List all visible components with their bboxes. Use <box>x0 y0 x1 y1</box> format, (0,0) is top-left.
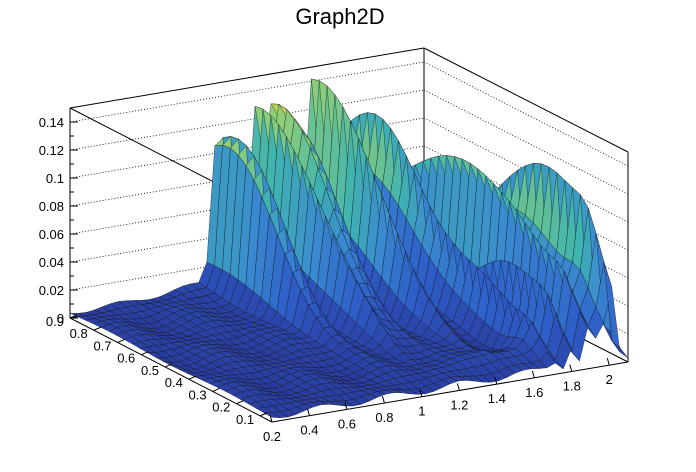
z-gridline <box>423 61 629 167</box>
x-tick-mark <box>269 414 273 423</box>
z-tick-label: 0.06 <box>39 227 64 242</box>
y-tick-label: 0.6 <box>117 351 135 366</box>
frame-edge <box>423 47 629 153</box>
surface-cell <box>611 341 629 359</box>
plot-front-frame <box>69 317 629 423</box>
z-tick-label: 0.08 <box>39 199 64 214</box>
surface-mesh <box>69 78 629 419</box>
y-tick-mark <box>259 412 268 417</box>
z-axis: 0 0.02 0.04 0.06 0.08 0.1 0.12 0.14 <box>39 115 78 326</box>
y-tick-label: 0.9 <box>46 314 64 329</box>
x-tick-mark <box>456 383 460 391</box>
y-tick-label: 0.3 <box>189 387 207 402</box>
z-gridline <box>423 89 629 195</box>
y-tick-mark <box>117 339 125 343</box>
x-tick-label: 0.2 <box>263 429 281 444</box>
z-tick-label: 0.04 <box>39 255 64 270</box>
x-tick-mark <box>419 389 423 397</box>
x-tick-label: 0.6 <box>338 416 356 431</box>
x-tick-mark <box>494 376 498 385</box>
chart-title: Graph2D <box>295 4 384 29</box>
y-tick-mark <box>188 375 197 380</box>
x-tick-mark <box>606 358 610 366</box>
frame-edge <box>69 47 425 109</box>
frame-edge <box>271 361 629 423</box>
z-tick-label: 0.14 <box>39 115 64 130</box>
y-tick-mark <box>236 400 244 405</box>
z-tick-label: 0 <box>57 311 64 326</box>
y-tick-label: 0.1 <box>236 412 254 427</box>
y-tick-label: 0.7 <box>93 338 111 353</box>
x-tick-label: 0.4 <box>300 423 318 438</box>
z-gridline <box>69 61 425 123</box>
x-tick-label: 2 <box>606 372 613 387</box>
x-tick-label: 1.6 <box>525 385 543 400</box>
x-tick-label: 1.4 <box>488 391 506 406</box>
z-tick-label: 0.02 <box>39 283 64 298</box>
x-tick-label: 0.8 <box>375 410 393 425</box>
x-tick-label: 1 <box>418 404 425 419</box>
y-tick-label: 0.4 <box>165 375 183 390</box>
y-tick-mark <box>164 363 173 368</box>
y-tick-mark <box>212 387 220 392</box>
y-tick-mark <box>93 326 101 331</box>
x-tick-mark <box>531 370 535 378</box>
x-axis: 0.2 0.4 0.6 0.8 1 1.2 1.4 1.6 1.8 2 <box>263 358 613 444</box>
y-tick-label: 0.5 <box>141 363 159 378</box>
z-tick-label: 0.1 <box>46 171 64 186</box>
y-tick-mark <box>141 351 149 356</box>
x-tick-mark <box>344 402 348 410</box>
x-tick-mark <box>306 408 310 416</box>
x-tick-mark <box>569 364 573 372</box>
y-tick-label: 0.2 <box>212 400 230 415</box>
y-tick-mark <box>69 314 78 319</box>
y-tick-label: 0.8 <box>70 326 88 341</box>
x-tick-label: 1.2 <box>450 397 468 412</box>
frame-edge <box>69 317 273 423</box>
y-axis: 0.1 0.2 0.3 0.4 0.5 0.6 0.7 0.8 0.9 <box>46 314 268 427</box>
x-tick-label: 1.8 <box>563 378 581 393</box>
x-tick-mark <box>381 395 385 404</box>
z-tick-label: 0.12 <box>39 143 64 158</box>
